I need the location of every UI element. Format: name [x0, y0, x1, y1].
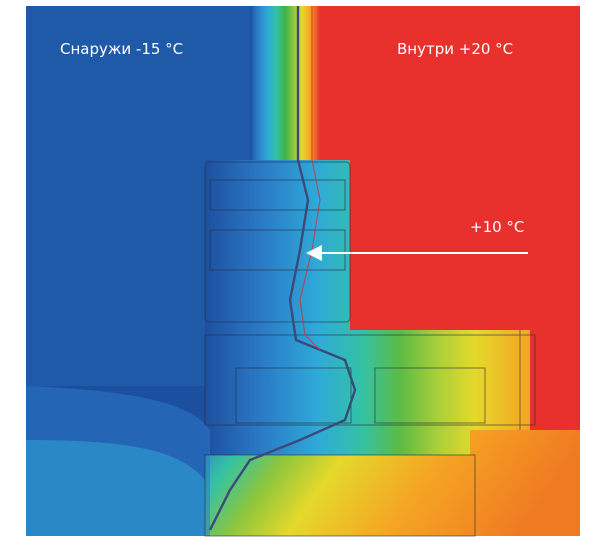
surface-temperature-label: +10 °C [470, 218, 525, 236]
isotherm-band [26, 440, 205, 536]
sill-region [205, 430, 580, 536]
glass-pane [250, 6, 320, 186]
inside-temperature-label: Внутри +20 °C [397, 40, 514, 58]
isotherm-line [208, 6, 357, 531]
frame-outline [204, 161, 536, 537]
pointer-arrow [306, 245, 528, 261]
outside-temperature-label: Снаружи -15 °C [60, 40, 184, 58]
